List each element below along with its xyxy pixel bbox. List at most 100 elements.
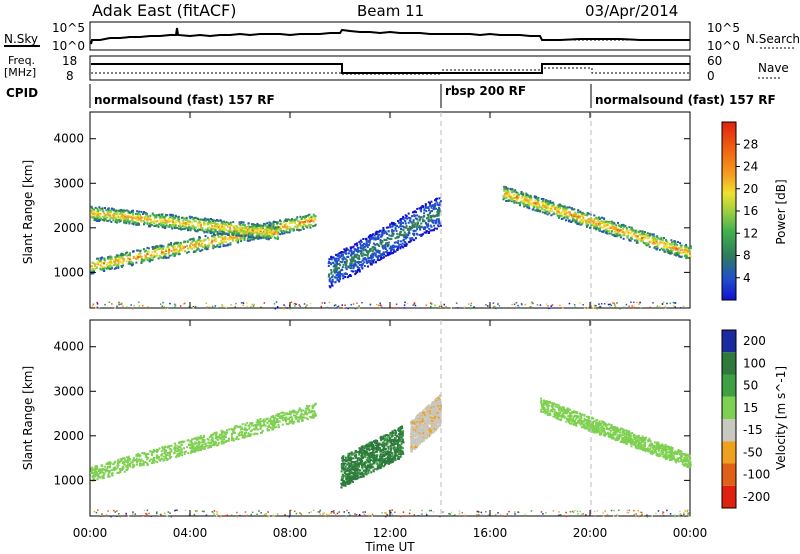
- scatter-point: [168, 254, 171, 257]
- scatter-point: [342, 253, 344, 256]
- scatter-point: [160, 222, 163, 225]
- scatter-point: [191, 450, 194, 453]
- scatter-point: [218, 229, 221, 232]
- scatter-point: [107, 466, 109, 468]
- scatter-point: [329, 286, 332, 289]
- scatter-point: [190, 443, 193, 446]
- scatter-point: [382, 247, 385, 250]
- scatter-point: [232, 231, 235, 234]
- scatter-point: [113, 261, 116, 263]
- scatter-point: [194, 220, 197, 223]
- scatter-point: [273, 426, 276, 429]
- scatter-point: [420, 206, 422, 209]
- scatter-point: [162, 226, 164, 229]
- scatter-point: [296, 220, 299, 223]
- scatter-point: [610, 232, 613, 235]
- scatter-point: [520, 197, 523, 200]
- scatter-point: [681, 249, 684, 251]
- scatter-point: [301, 418, 304, 421]
- scatter-point: [648, 240, 651, 243]
- scatter-point: [96, 467, 98, 470]
- scatter-point: [192, 447, 195, 449]
- scatter-point: [210, 241, 213, 244]
- scatter-point: [170, 254, 173, 257]
- scatter-point: [124, 217, 127, 220]
- scatter-point: [612, 233, 615, 236]
- scatter-point: [244, 434, 246, 437]
- scatter-point: [254, 427, 257, 430]
- scatter-point: [395, 229, 398, 232]
- scatter-point: [222, 442, 225, 445]
- scatter-point: [286, 227, 289, 230]
- scatter-point: [94, 206, 97, 209]
- scatter-point: [595, 305, 597, 307]
- scatter-point: [531, 208, 534, 211]
- scatter-point: [367, 236, 370, 239]
- scatter-point: [240, 428, 242, 431]
- scatter-point: [203, 446, 206, 449]
- scatter-point: [350, 265, 353, 267]
- scatter-point: [294, 305, 296, 307]
- scatter-point: [369, 234, 372, 236]
- scatter-point: [146, 246, 149, 249]
- scatter-point: [153, 456, 156, 459]
- scatter-point: [564, 214, 567, 216]
- scatter-point: [217, 443, 220, 446]
- scatter-point: [428, 202, 431, 205]
- scatter-point: [187, 439, 190, 442]
- scatter-point: [381, 246, 384, 249]
- scatter-point: [542, 198, 545, 200]
- scatter-point: [97, 257, 100, 260]
- scatter-point: [272, 416, 275, 419]
- scatter-point: [163, 253, 166, 256]
- scatter-point: [97, 211, 100, 214]
- scatter-point: [263, 233, 266, 236]
- scatter-point: [96, 257, 98, 260]
- scatter-point: [378, 304, 380, 307]
- scatter-point: [376, 303, 378, 306]
- scatter-point: [588, 217, 591, 220]
- scatter-point: [237, 232, 240, 235]
- scatter-point: [536, 206, 539, 209]
- scatter-point: [352, 250, 355, 253]
- scatter-point: [236, 235, 239, 238]
- scatter-point: [90, 270, 93, 273]
- scatter-point: [200, 218, 203, 221]
- scatter-point: [302, 228, 305, 231]
- scatter-point: [352, 264, 355, 267]
- scatter-point: [412, 219, 415, 222]
- scatter-point: [494, 306, 497, 308]
- scatter-point: [404, 216, 407, 219]
- scatter-point: [248, 232, 251, 235]
- scatter-point: [418, 224, 421, 227]
- scatter-point: [403, 231, 406, 234]
- scatter-point: [220, 442, 223, 445]
- scatter-point: [298, 417, 301, 420]
- scatter-point: [139, 462, 142, 465]
- scatter-point: [295, 413, 298, 416]
- scatter-point: [184, 450, 187, 453]
- scatter-point: [282, 225, 285, 228]
- scatter-point: [628, 226, 631, 229]
- scatter-point: [671, 241, 673, 244]
- scatter-point: [112, 467, 115, 470]
- scatter-point: [633, 301, 635, 304]
- scatter-point: [339, 256, 342, 259]
- scatter-point: [201, 438, 204, 441]
- scatter-point: [103, 268, 106, 271]
- scatter-point: [297, 409, 300, 412]
- scatter-point: [175, 454, 178, 457]
- scatter-point: [405, 243, 408, 246]
- scatter-point: [208, 222, 211, 225]
- scatter-point: [154, 460, 157, 463]
- scatter-point: [680, 246, 683, 248]
- scatter-point: [294, 416, 297, 419]
- scatter-point: [128, 211, 131, 214]
- scatter-point: [337, 253, 340, 256]
- scatter-point: [343, 251, 346, 254]
- scatter-point: [93, 208, 96, 211]
- scatter-point: [236, 239, 238, 242]
- scatter-point: [132, 465, 135, 468]
- scatter-point: [139, 219, 142, 221]
- scatter-point: [118, 256, 121, 258]
